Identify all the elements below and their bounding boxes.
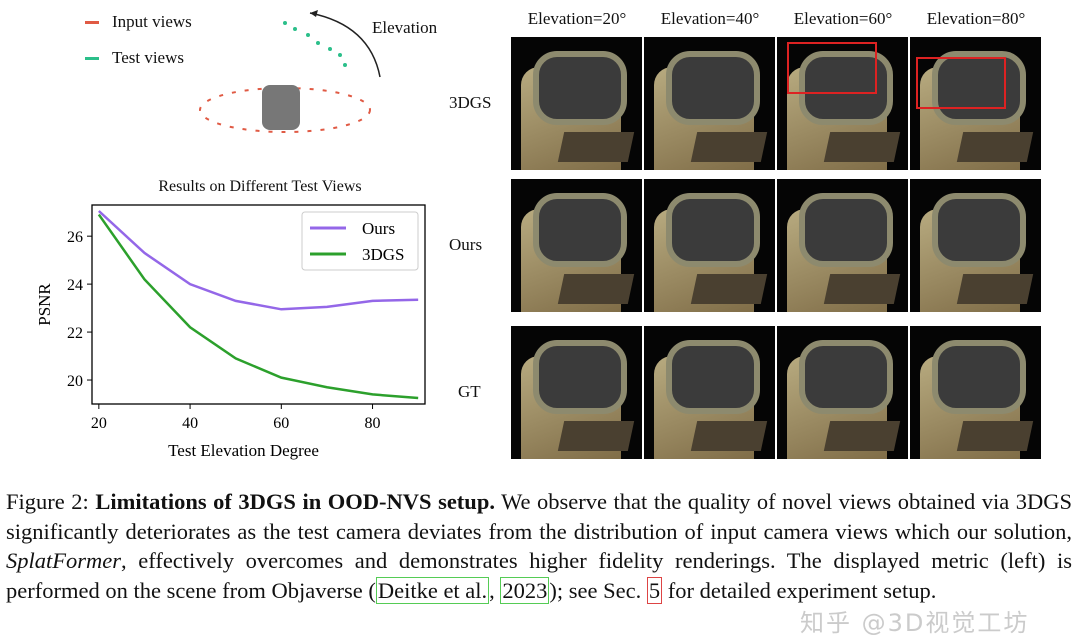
caption-method: SplatFormer: [6, 548, 121, 573]
artifact-highlight-box: [787, 42, 877, 94]
row-label: Ours: [449, 235, 483, 254]
y-tick-label: 20: [67, 373, 83, 390]
caption-text: ,: [489, 577, 501, 603]
rendered-image: [910, 326, 1041, 459]
test-views-label: Test views: [112, 48, 184, 67]
rendered-image: [511, 37, 642, 170]
rendered-image: [777, 326, 908, 459]
x-tick-label: 60: [273, 415, 289, 432]
column-header: Elevation=20°: [527, 9, 627, 28]
y-tick-label: 22: [67, 325, 83, 342]
caption-text: , effectively overcomes and demonstrates…: [6, 548, 1072, 603]
camera-rig-illustration: [199, 10, 381, 133]
legend-label: Ours: [362, 219, 395, 238]
column-header: Elevation=60°: [793, 9, 893, 28]
rendered-image: [511, 179, 642, 312]
citation-link[interactable]: Deitke et al.: [375, 576, 490, 604]
caption-label: Figure 2:: [6, 489, 89, 514]
series-line-ours: [97, 210, 419, 311]
plot-frame: [91, 204, 426, 405]
rendered-image: [511, 326, 642, 459]
y-tick-label: 24: [67, 277, 83, 294]
psnr-line-chart: 20 40 60 80 20 22 24 26 Ours 3DGS Test Elevation D…: [35, 204, 426, 460]
rendered-image: [777, 37, 908, 170]
artifact-highlight-box: [916, 57, 1006, 109]
rendered-image: [910, 179, 1041, 312]
rendered-image: [644, 326, 775, 459]
rendered-image: [644, 179, 775, 312]
caption-text: ); see Sec.: [549, 577, 647, 603]
y-axis-label: PSNR: [35, 283, 54, 326]
caption-text: We observe that the quality of novel vie…: [6, 489, 1073, 544]
citation-year-link[interactable]: 2023: [500, 576, 550, 604]
chart-title: Results on Different Test Views: [158, 178, 362, 195]
section-ref-link[interactable]: 5: [646, 576, 663, 604]
column-header: Elevation=40°: [660, 9, 760, 28]
row-label: 3DGS: [449, 93, 492, 112]
x-axis-label: Test Elevation Degree: [168, 441, 319, 460]
x-tick-label: 20: [91, 415, 107, 432]
rendered-image: [644, 37, 775, 170]
legend-label: 3DGS: [362, 245, 405, 264]
test-views-legend-line: [85, 57, 99, 60]
figure-caption: Figure 2: Limitations of 3DGS in OOD-NVS…: [6, 487, 1072, 605]
watermark: 知乎 @3D视觉工坊: [800, 609, 1030, 637]
y-tick-label: 26: [67, 229, 83, 246]
elevation-label: Elevation: [372, 18, 438, 37]
input-views-label: Input views: [112, 12, 192, 31]
x-tick-label: 80: [365, 415, 381, 432]
caption-text: for detailed experiment setup.: [662, 577, 937, 603]
caption-bold: Limitations of 3DGS in OOD-NVS setup.: [95, 489, 495, 514]
x-tick-label: 40: [182, 415, 198, 432]
series-line-3dgs: [97, 213, 419, 400]
row-label: GT: [458, 382, 481, 401]
column-header: Elevation=80°: [926, 9, 1026, 28]
rendered-image: [910, 37, 1041, 170]
input-views-legend-line: [85, 21, 99, 24]
rendered-image: [777, 179, 908, 312]
